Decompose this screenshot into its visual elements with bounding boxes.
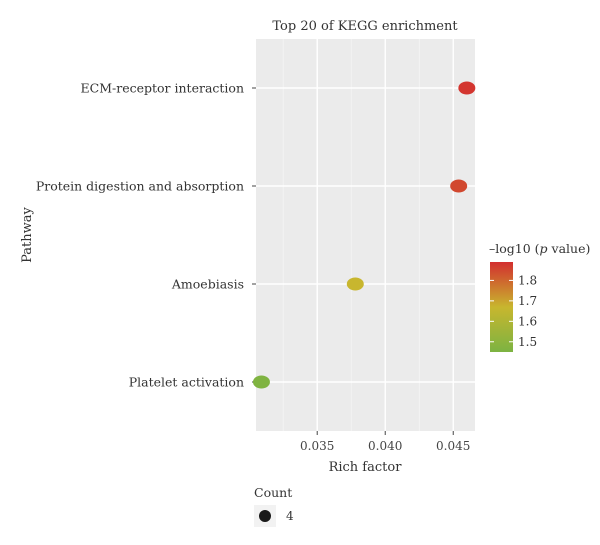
size-legend-label: 4 <box>286 509 294 523</box>
x-axis-title: Rich factor <box>329 460 403 475</box>
size-legend-dot <box>259 510 271 522</box>
x-tick-label: 0.040 <box>368 439 402 453</box>
data-point <box>252 375 270 389</box>
data-points <box>252 81 476 389</box>
color-legend-tick-label: 1.8 <box>518 273 537 287</box>
size-legend-title: Count <box>254 485 292 500</box>
major-gridlines <box>256 39 475 431</box>
y-axis-title: Pathway <box>20 206 35 262</box>
y-tick-label: Amoebiasis <box>171 277 244 292</box>
x-tick-label: 0.045 <box>436 439 470 453</box>
color-legend-tick-label: 1.6 <box>518 314 537 328</box>
color-legend: –log10 (p value) 1.8 1.7 1.6 1.5 <box>489 241 590 352</box>
plot-panel <box>256 39 475 431</box>
color-legend-tick-label: 1.7 <box>518 294 537 308</box>
color-legend-title: –log10 (p value) <box>489 241 590 256</box>
y-tick-label: Protein digestion and absorption <box>36 179 244 194</box>
color-legend-tick-label: 1.5 <box>518 335 537 349</box>
minor-gridlines <box>282 39 420 431</box>
y-tick-label: ECM-receptor interaction <box>81 81 244 96</box>
data-point <box>450 179 468 193</box>
chart-title: Top 20 of KEGG enrichment <box>272 19 458 34</box>
data-point <box>458 81 476 95</box>
x-axis: 0.035 0.040 0.045 <box>300 431 470 453</box>
size-legend: Count 4 <box>254 485 294 527</box>
x-tick-label: 0.035 <box>300 439 334 453</box>
y-tick-label: Platelet activation <box>129 375 244 390</box>
color-legend-bar <box>490 262 513 352</box>
data-point <box>346 277 364 291</box>
color-legend-ticks: 1.8 1.7 1.6 1.5 <box>490 273 537 349</box>
y-axis: ECM-receptor interaction Protein digestio… <box>36 81 256 390</box>
